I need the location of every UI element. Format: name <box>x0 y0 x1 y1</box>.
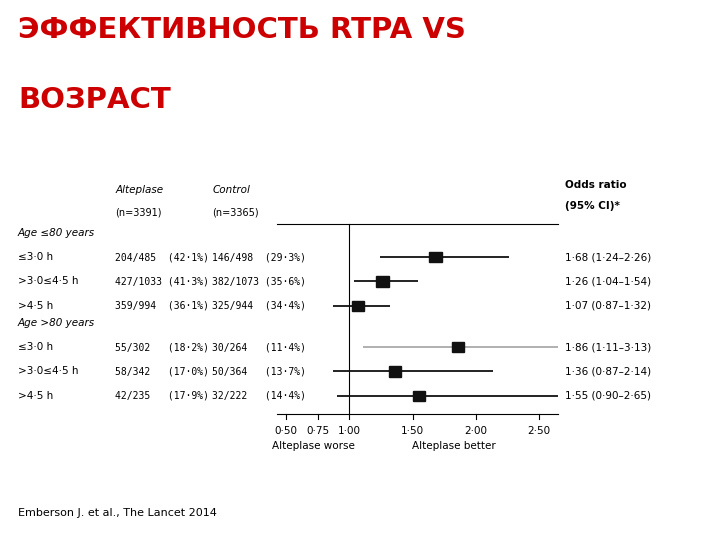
Text: 1·00: 1·00 <box>338 426 361 436</box>
Text: Age ≤80 years: Age ≤80 years <box>18 228 95 238</box>
Text: ЭФФЕКТИВНОСТЬ RTPA VS: ЭФФЕКТИВНОСТЬ RTPA VS <box>18 16 466 44</box>
Text: 58/342   (17·0%): 58/342 (17·0%) <box>115 367 210 376</box>
Text: 427/1033 (41·3%): 427/1033 (41·3%) <box>115 276 210 286</box>
Text: ≤3·0 h: ≤3·0 h <box>18 342 53 352</box>
Bar <box>413 390 426 401</box>
Text: >3·0≤4·5 h: >3·0≤4·5 h <box>18 367 78 376</box>
Text: 146/498  (29·3%): 146/498 (29·3%) <box>212 252 307 262</box>
Text: 382/1073 (35·6%): 382/1073 (35·6%) <box>212 276 307 286</box>
Text: >4·5 h: >4·5 h <box>18 301 53 310</box>
Text: (n=3391): (n=3391) <box>115 207 162 217</box>
Bar <box>389 366 401 376</box>
Text: 0·50: 0·50 <box>274 426 297 436</box>
Text: 30/264   (11·4%): 30/264 (11·4%) <box>212 342 307 352</box>
Bar <box>451 342 464 352</box>
Text: >4·5 h: >4·5 h <box>18 391 53 401</box>
Text: >3·0≤4·5 h: >3·0≤4·5 h <box>18 276 78 286</box>
Bar <box>352 301 364 311</box>
Text: 55/302   (18·2%): 55/302 (18·2%) <box>115 342 210 352</box>
Text: Age >80 years: Age >80 years <box>18 318 95 328</box>
Text: Alteplase: Alteplase <box>115 185 163 195</box>
Bar <box>429 252 441 262</box>
Text: Emberson J. et al., The Lancet 2014: Emberson J. et al., The Lancet 2014 <box>18 508 217 518</box>
Text: ВОЗРАСТ: ВОЗРАСТ <box>18 86 171 114</box>
Text: Alteplase worse: Alteplase worse <box>272 441 355 451</box>
Text: 1·36 (0·87–2·14): 1·36 (0·87–2·14) <box>565 367 652 376</box>
Text: 1·86 (1·11–3·13): 1·86 (1·11–3·13) <box>565 342 652 352</box>
Bar <box>376 276 389 287</box>
Text: (n=3365): (n=3365) <box>212 207 259 217</box>
Text: 204/485  (42·1%): 204/485 (42·1%) <box>115 252 210 262</box>
Text: (95% CI)*: (95% CI)* <box>565 201 620 211</box>
Text: Control: Control <box>212 185 251 195</box>
Text: Alteplase better: Alteplase better <box>412 441 495 451</box>
Text: 1·50: 1·50 <box>401 426 424 436</box>
Text: Odds ratio: Odds ratio <box>565 180 627 190</box>
Text: 1·68 (1·24–2·26): 1·68 (1·24–2·26) <box>565 252 652 262</box>
Text: 359/994  (36·1%): 359/994 (36·1%) <box>115 301 210 310</box>
Text: 32/222   (14·4%): 32/222 (14·4%) <box>212 391 307 401</box>
Text: ≤3·0 h: ≤3·0 h <box>18 252 53 262</box>
Text: 1·55 (0·90–2·65): 1·55 (0·90–2·65) <box>565 391 651 401</box>
Text: 325/944  (34·4%): 325/944 (34·4%) <box>212 301 307 310</box>
Text: 42/235   (17·9%): 42/235 (17·9%) <box>115 391 210 401</box>
Text: 0·75: 0·75 <box>306 426 329 436</box>
Text: 50/364   (13·7%): 50/364 (13·7%) <box>212 367 307 376</box>
Text: 1·07 (0·87–1·32): 1·07 (0·87–1·32) <box>565 301 651 310</box>
Text: 1·26 (1·04–1·54): 1·26 (1·04–1·54) <box>565 276 652 286</box>
Text: 2·00: 2·00 <box>464 426 487 436</box>
Text: 2·50: 2·50 <box>528 426 551 436</box>
